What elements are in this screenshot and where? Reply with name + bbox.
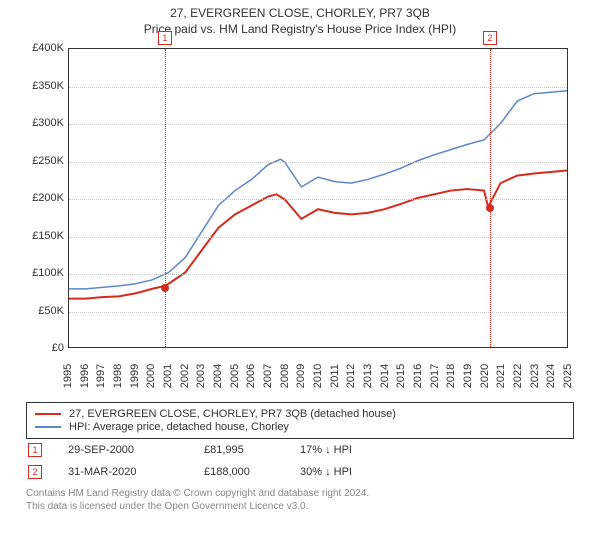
- sale-marker-line: [165, 49, 166, 347]
- x-axis-tick-label: 2019: [462, 364, 474, 388]
- gridline-h: [69, 124, 567, 125]
- sale-row: 1 29-SEP-2000 £81,995 17% ↓ HPI: [26, 439, 574, 461]
- x-axis-tick-label: 1999: [129, 364, 141, 388]
- footer-attribution: Contains HM Land Registry data © Crown c…: [26, 487, 574, 513]
- chart-container: £0 £50K £100K £150K £200K £250K £300K £350K £400…: [20, 42, 580, 402]
- x-axis-tick-label: 2017: [429, 364, 441, 388]
- series-line-property: [69, 170, 567, 298]
- legend-label: HPI: Average price, detached house, Chor…: [69, 421, 289, 433]
- x-axis-tick-label: 2002: [179, 364, 191, 388]
- x-axis-tick-label: 2016: [412, 364, 424, 388]
- sale-change: 17% ↓ HPI: [300, 444, 410, 456]
- x-axis-tick-label: 2000: [145, 364, 157, 388]
- x-axis-tick-label: 2012: [345, 364, 357, 388]
- x-axis-tick-label: 1996: [79, 364, 91, 388]
- x-axis-tick-label: 2014: [379, 364, 391, 388]
- y-axis-tick-label: £350K: [20, 80, 64, 92]
- legend-item: 27, EVERGREEN CLOSE, CHORLEY, PR7 3QB (d…: [35, 408, 565, 420]
- gridline-h: [69, 162, 567, 163]
- gridline-h: [69, 312, 567, 313]
- x-axis-tick-label: 2001: [162, 364, 174, 388]
- y-axis-tick-label: £0: [20, 342, 64, 354]
- y-axis-tick-label: £400K: [20, 42, 64, 54]
- x-axis-tick-label: 2005: [229, 364, 241, 388]
- legend-swatch: [35, 413, 61, 415]
- legend-swatch: [35, 426, 61, 428]
- title-subtitle: Price paid vs. HM Land Registry's House …: [0, 22, 600, 36]
- y-axis-tick-label: £50K: [20, 305, 64, 317]
- x-axis-tick-label: 1995: [62, 364, 74, 388]
- series-line-hpi: [69, 91, 567, 289]
- x-axis-tick-label: 2015: [395, 364, 407, 388]
- sale-row: 2 31-MAR-2020 £188,000 30% ↓ HPI: [26, 461, 574, 483]
- sale-marker-point: [161, 284, 169, 292]
- x-axis-tick-label: 2007: [262, 364, 274, 388]
- x-axis-tick-label: 2008: [279, 364, 291, 388]
- sale-marker-line: [490, 49, 491, 347]
- plot-area: 12: [68, 48, 568, 348]
- y-axis-tick-label: £150K: [20, 230, 64, 242]
- x-axis-tick-label: 2023: [529, 364, 541, 388]
- x-axis-tick-label: 1997: [95, 364, 107, 388]
- sale-price: £188,000: [204, 466, 274, 478]
- x-axis-tick-label: 2024: [545, 364, 557, 388]
- y-axis-tick-label: £300K: [20, 117, 64, 129]
- sale-change: 30% ↓ HPI: [300, 466, 410, 478]
- footer-line1: Contains HM Land Registry data © Crown c…: [26, 487, 574, 500]
- x-axis-tick-label: 2003: [195, 364, 207, 388]
- y-axis-tick-label: £250K: [20, 155, 64, 167]
- y-axis-tick-label: £100K: [20, 267, 64, 279]
- x-axis-tick-label: 2010: [312, 364, 324, 388]
- x-axis-tick-label: 2013: [362, 364, 374, 388]
- sales-table: 1 29-SEP-2000 £81,995 17% ↓ HPI 2 31-MAR-2020…: [26, 439, 574, 483]
- x-axis-tick-label: 2009: [295, 364, 307, 388]
- x-axis-tick-label: 2021: [495, 364, 507, 388]
- y-axis-tick-label: £200K: [20, 192, 64, 204]
- sale-row-marker: 1: [28, 443, 42, 457]
- gridline-h: [69, 274, 567, 275]
- sale-marker-box: 1: [158, 31, 172, 45]
- legend-box: 27, EVERGREEN CLOSE, CHORLEY, PR7 3QB (d…: [26, 402, 574, 439]
- x-axis-tick-label: 2011: [329, 364, 341, 388]
- sale-date: 29-SEP-2000: [68, 444, 178, 456]
- sale-date: 31-MAR-2020: [68, 466, 178, 478]
- footer-line2: This data is licensed under the Open Gov…: [26, 500, 574, 513]
- gridline-h: [69, 87, 567, 88]
- x-axis-tick-label: 2025: [562, 364, 574, 388]
- legend-item: HPI: Average price, detached house, Chor…: [35, 421, 565, 433]
- x-axis-tick-label: 2006: [245, 364, 257, 388]
- gridline-h: [69, 237, 567, 238]
- sale-row-marker: 2: [28, 465, 42, 479]
- chart-lines-svg: [69, 49, 567, 347]
- sale-price: £81,995: [204, 444, 274, 456]
- legend-label: 27, EVERGREEN CLOSE, CHORLEY, PR7 3QB (d…: [69, 408, 396, 420]
- chart-title-block: 27, EVERGREEN CLOSE, CHORLEY, PR7 3QB Pr…: [0, 0, 600, 38]
- sale-marker-box: 2: [483, 31, 497, 45]
- x-axis-tick-label: 2004: [212, 364, 224, 388]
- title-address: 27, EVERGREEN CLOSE, CHORLEY, PR7 3QB: [0, 6, 600, 20]
- x-axis-tick-label: 2020: [479, 364, 491, 388]
- gridline-h: [69, 199, 567, 200]
- x-axis-tick-label: 2022: [512, 364, 524, 388]
- sale-marker-point: [486, 204, 494, 212]
- x-axis-tick-label: 1998: [112, 364, 124, 388]
- legend-and-sales: 27, EVERGREEN CLOSE, CHORLEY, PR7 3QB (d…: [26, 402, 574, 483]
- x-axis-tick-label: 2018: [445, 364, 457, 388]
